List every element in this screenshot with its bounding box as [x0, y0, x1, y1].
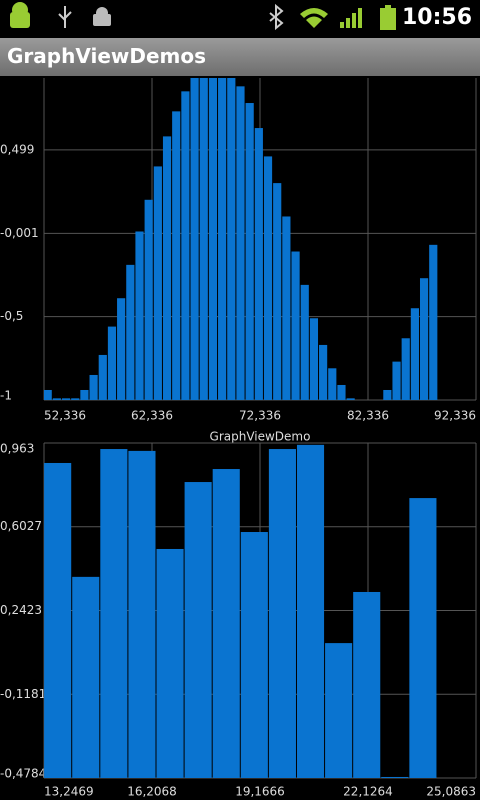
status-icons — [10, 2, 396, 31]
signal-icon — [340, 8, 362, 28]
status-bar: 10:56 — [0, 0, 480, 38]
bar — [156, 548, 184, 778]
bar — [172, 111, 181, 400]
plot-area — [44, 444, 437, 778]
android-icon — [10, 2, 30, 28]
bar — [126, 264, 135, 400]
x-tick-label: 62,336 — [131, 409, 173, 423]
bar — [300, 284, 309, 400]
bar — [89, 374, 98, 400]
bar — [296, 444, 325, 778]
bar — [117, 298, 126, 400]
y-tick-label: -0,001 — [0, 226, 39, 240]
x-tick-label: 16,2068 — [127, 785, 177, 799]
bar — [212, 469, 240, 778]
bar — [208, 78, 218, 400]
x-tick-label: 72,336 — [239, 409, 281, 423]
bar — [381, 776, 409, 778]
x-tick-label: 19,1666 — [235, 785, 285, 799]
bar — [353, 591, 381, 778]
bar — [273, 183, 282, 400]
bar — [245, 103, 254, 400]
bar — [44, 462, 72, 778]
x-tick-label: 22,1264 — [343, 785, 393, 799]
bar — [218, 78, 227, 400]
bar — [409, 498, 437, 778]
bar — [135, 231, 144, 400]
y-tick-label: 0,963 — [0, 442, 34, 456]
y-tick-label: -1 — [0, 389, 12, 403]
y-tick-label: -0,5 — [0, 309, 23, 323]
bar — [98, 354, 107, 400]
bar — [429, 244, 438, 400]
bar — [291, 251, 300, 400]
x-tick-label: 82,336 — [347, 409, 389, 423]
bar — [328, 368, 337, 400]
clock: 10:56 — [401, 5, 472, 30]
bar — [254, 128, 263, 400]
bar — [337, 384, 346, 400]
bar — [128, 450, 156, 778]
bar — [71, 398, 80, 400]
bar — [319, 344, 328, 400]
bar — [383, 389, 392, 400]
bar — [181, 91, 190, 400]
bar — [227, 78, 236, 400]
bar — [184, 482, 212, 778]
bar — [144, 199, 153, 400]
bar — [61, 398, 71, 400]
bar — [162, 136, 172, 400]
bar — [72, 576, 100, 778]
debug-icon — [93, 7, 111, 26]
x-tick-label: 25,0863 — [426, 785, 476, 799]
battery-icon — [380, 5, 396, 30]
bar — [419, 278, 429, 400]
bar — [401, 338, 410, 400]
usb-icon — [58, 6, 72, 28]
y-tick-label: 0,6027 — [0, 519, 42, 533]
bar — [44, 389, 52, 400]
bar — [282, 216, 291, 400]
x-tick-label: 13,2469 — [44, 785, 94, 799]
y-tick-label: -0,4784 — [0, 767, 46, 781]
plot-area — [44, 78, 438, 400]
bar — [325, 643, 353, 778]
y-tick-label: 0,499 — [0, 142, 34, 156]
bar — [100, 449, 128, 778]
bar — [107, 326, 117, 400]
y-tick-label: -0,1181 — [0, 687, 46, 701]
y-tick-label: 0,2423 — [0, 603, 42, 617]
app-bar: GraphViewDemos — [0, 38, 480, 76]
bar — [392, 361, 401, 400]
bar — [52, 398, 61, 400]
bar — [309, 318, 319, 400]
x-tick-label: 52,336 — [44, 409, 86, 423]
x-tick-label: 92,336 — [434, 409, 476, 423]
bar — [268, 449, 296, 778]
bar — [190, 78, 199, 400]
bar — [346, 398, 355, 400]
bluetooth-icon — [269, 3, 284, 31]
chart-title: GraphViewDemo — [210, 430, 311, 444]
bar — [240, 532, 268, 778]
bar — [263, 156, 273, 400]
bar — [80, 389, 89, 400]
app-title: GraphViewDemos — [7, 44, 207, 68]
bar — [153, 166, 162, 400]
wifi-icon — [300, 8, 328, 28]
bar — [236, 86, 245, 400]
bar — [410, 308, 419, 400]
bar — [199, 78, 208, 400]
